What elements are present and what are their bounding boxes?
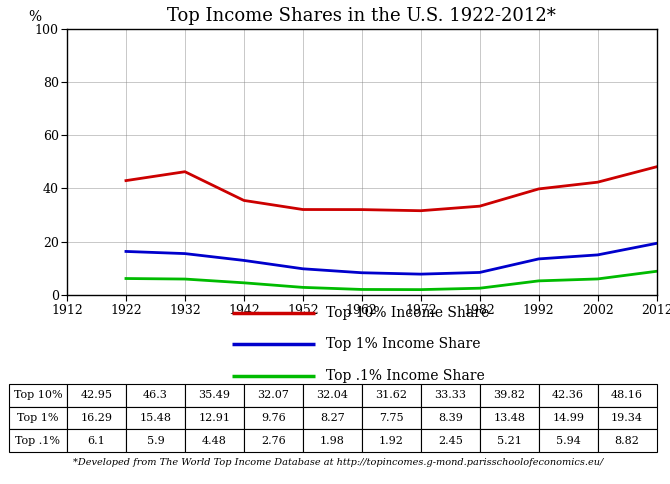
Text: Top .1% Income Share: Top .1% Income Share xyxy=(326,369,485,383)
Text: *Developed from The World Top Income Database at http://topincomes.g-mond.pariss: *Developed from The World Top Income Dat… xyxy=(73,458,603,467)
Title: Top Income Shares in the U.S. 1922-2012*: Top Income Shares in the U.S. 1922-2012* xyxy=(168,7,556,25)
Text: Top 1% Income Share: Top 1% Income Share xyxy=(326,337,481,351)
Text: %: % xyxy=(29,10,42,24)
Text: Top 10% Income Share: Top 10% Income Share xyxy=(326,306,490,320)
